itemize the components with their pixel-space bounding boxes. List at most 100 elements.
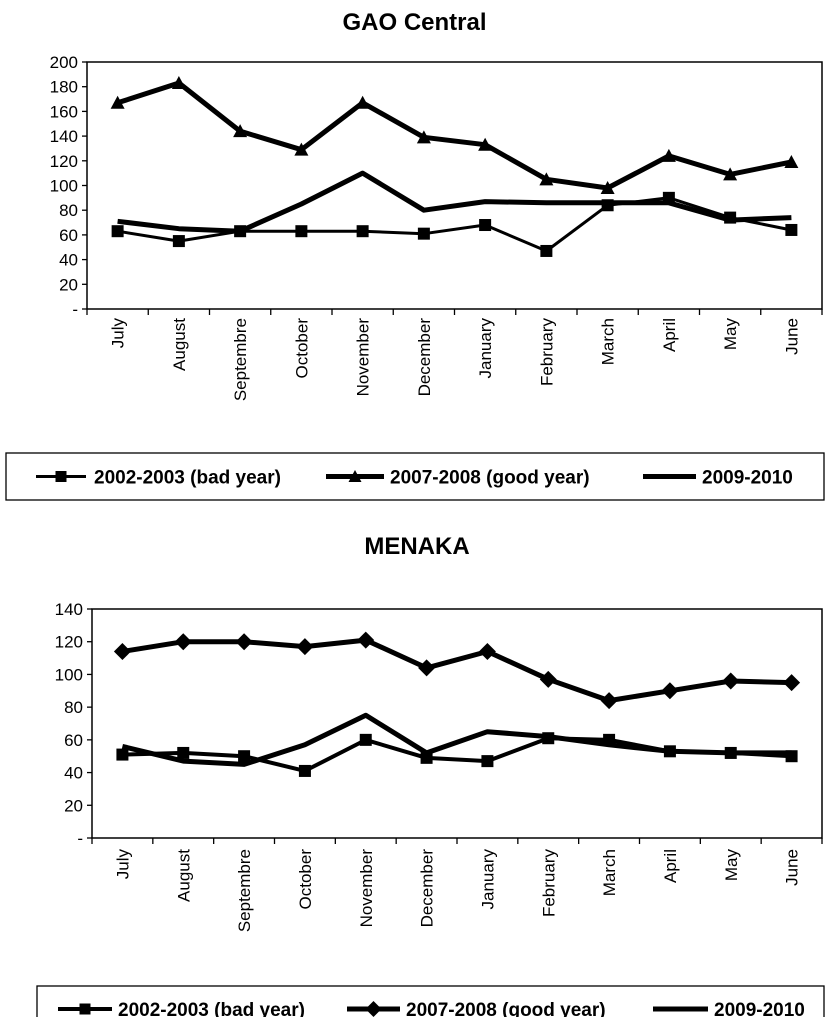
x-tick-label-june: June [782, 318, 801, 355]
legend-item-2002-2003-bad-year: 2002-2003 (bad year) [58, 1000, 305, 1021]
y-tick-label: 140 [55, 600, 83, 619]
data-point-2002-2003-bad-year [724, 746, 737, 759]
data-point-2007-2008-good-year [416, 130, 431, 144]
data-point-2002-2003-bad-year [601, 199, 614, 212]
y-tick-label: 60 [64, 731, 83, 750]
legend-swatch-marker [79, 1003, 91, 1015]
data-point-2002-2003-bad-year [172, 235, 185, 248]
data-point-2002-2003-bad-year [116, 748, 129, 761]
x-tick-label-august: August [170, 318, 189, 371]
y-tick-label: 40 [59, 251, 78, 270]
x-tick-label-october: October [292, 318, 311, 379]
series-line-2002-2003-bad-year [117, 196, 792, 253]
legend-item-2002-2003-bad-year: 2002-2003 (bad year) [36, 468, 281, 489]
data-point-2007-2008-good-year [294, 142, 309, 156]
data-point-2007-2008-good-year [110, 95, 125, 109]
legend-swatch-marker [348, 470, 362, 482]
x-tick-label-october: October [296, 849, 315, 910]
legend: 2002-2003 (bad year) 2007-2008 (good year… [36, 985, 825, 1022]
x-tick-label-june: June [783, 849, 802, 886]
x-tick-label-january: January [476, 318, 495, 379]
data-point-2007-2008-good-year [539, 670, 557, 688]
x-tick-label-april: April [661, 849, 680, 883]
legend-swatch-marker [55, 471, 67, 482]
data-point-2002-2003-bad-year [417, 227, 430, 240]
data-point-2007-2008-good-year [113, 643, 131, 661]
x-tick-label-december: December [418, 849, 437, 928]
data-point-2002-2003-bad-year [359, 733, 372, 746]
x-tick-label-november: November [357, 849, 376, 928]
x-tick-label-may: May [722, 849, 741, 882]
series-2002-2003-bad-year [111, 191, 798, 257]
legend-label: 2007-2008 (good year) [390, 468, 590, 489]
x-tick-label-may: May [721, 318, 740, 351]
data-point-2007-2008-good-year [600, 180, 615, 194]
y-tick-label: - [77, 829, 83, 848]
data-point-2002-2003-bad-year [356, 225, 369, 238]
x-tick-label-septembre: Septembre [231, 318, 250, 401]
legend-swatch-marker [365, 1001, 382, 1017]
chart-title: MENAKA [364, 533, 469, 560]
y-tick-label: 200 [50, 53, 78, 72]
data-point-2007-2008-good-year [784, 155, 799, 169]
y-tick-label: 80 [59, 201, 78, 220]
data-point-2007-2008-good-year [233, 124, 248, 138]
y-tick-label: 140 [50, 127, 78, 146]
x-tick-label-august: August [174, 849, 193, 902]
y-tick-label: 100 [55, 665, 83, 684]
data-point-2002-2003-bad-year [481, 755, 494, 768]
data-point-2007-2008-good-year [296, 638, 314, 656]
data-point-2007-2008-good-year [174, 633, 192, 651]
series-2007-2008-good-year [110, 75, 799, 194]
x-tick-label-january: January [478, 849, 497, 910]
legend-box [36, 985, 825, 1022]
series-line-2009-2010 [117, 170, 792, 234]
data-point-2002-2003-bad-year [234, 225, 247, 238]
data-point-2007-2008-good-year [661, 148, 676, 162]
y-tick-label: 160 [50, 102, 78, 121]
data-point-2002-2003-bad-year [298, 764, 311, 777]
data-point-2007-2008-good-year [723, 167, 738, 181]
data-point-2002-2003-bad-year [663, 745, 676, 758]
chart-gao-central: GAO Central - 20 40 60 80 100 120 140 160 180 200 Ju… [5, 9, 825, 501]
data-point-2007-2008-good-year [539, 172, 554, 186]
y-tick-label: - [72, 300, 78, 319]
legend-label: 2002-2003 (bad year) [118, 1000, 305, 1017]
data-point-2002-2003-bad-year [177, 746, 190, 759]
legend-label: 2009-2010 [714, 1000, 805, 1017]
chart-title: GAO Central [342, 9, 486, 36]
data-point-2007-2008-good-year [722, 672, 740, 690]
legend-label: 2002-2003 (bad year) [94, 468, 281, 489]
data-point-2007-2008-good-year [478, 137, 493, 151]
legend-label: 2007-2008 (good year) [406, 1000, 606, 1017]
y-tick-label: 20 [59, 275, 78, 294]
y-tick-label: 40 [64, 764, 83, 783]
x-tick-label-march: March [600, 849, 619, 896]
legend-item-2009-2010: 2009-2010 [653, 1000, 805, 1021]
x-tick-label-april: April [660, 318, 679, 352]
data-point-2002-2003-bad-year [295, 225, 308, 238]
y-tick-label: 20 [64, 796, 83, 815]
data-point-2007-2008-good-year [355, 95, 370, 109]
data-point-2002-2003-bad-year [724, 211, 737, 224]
data-point-2002-2003-bad-year [542, 732, 555, 745]
legend-item-2007-2008-good-year: 2007-2008 (good year) [326, 468, 590, 489]
legend-label: 2009-2010 [702, 468, 793, 489]
legend-item-2009-2010: 2009-2010 [643, 468, 793, 489]
data-point-2002-2003-bad-year [785, 223, 798, 236]
series-2007-2008-good-year [113, 631, 801, 710]
data-point-2007-2008-good-year [661, 682, 679, 700]
legend-item-2007-2008-good-year: 2007-2008 (good year) [347, 1000, 606, 1021]
legend: 2002-2003 (bad year) 2007-2008 (good year… [5, 452, 825, 501]
x-tick-label-february: February [539, 849, 558, 918]
series-2002-2003-bad-year [116, 732, 798, 777]
series-line-2002-2003-bad-year [122, 736, 792, 773]
series-line-2007-2008-good-year [116, 80, 792, 191]
y-tick-label: 80 [64, 698, 83, 717]
y-tick-label: 120 [50, 152, 78, 171]
x-tick-label-july: July [109, 318, 128, 349]
series-2009-2010 [117, 170, 792, 234]
data-point-2002-2003-bad-year [420, 751, 433, 764]
